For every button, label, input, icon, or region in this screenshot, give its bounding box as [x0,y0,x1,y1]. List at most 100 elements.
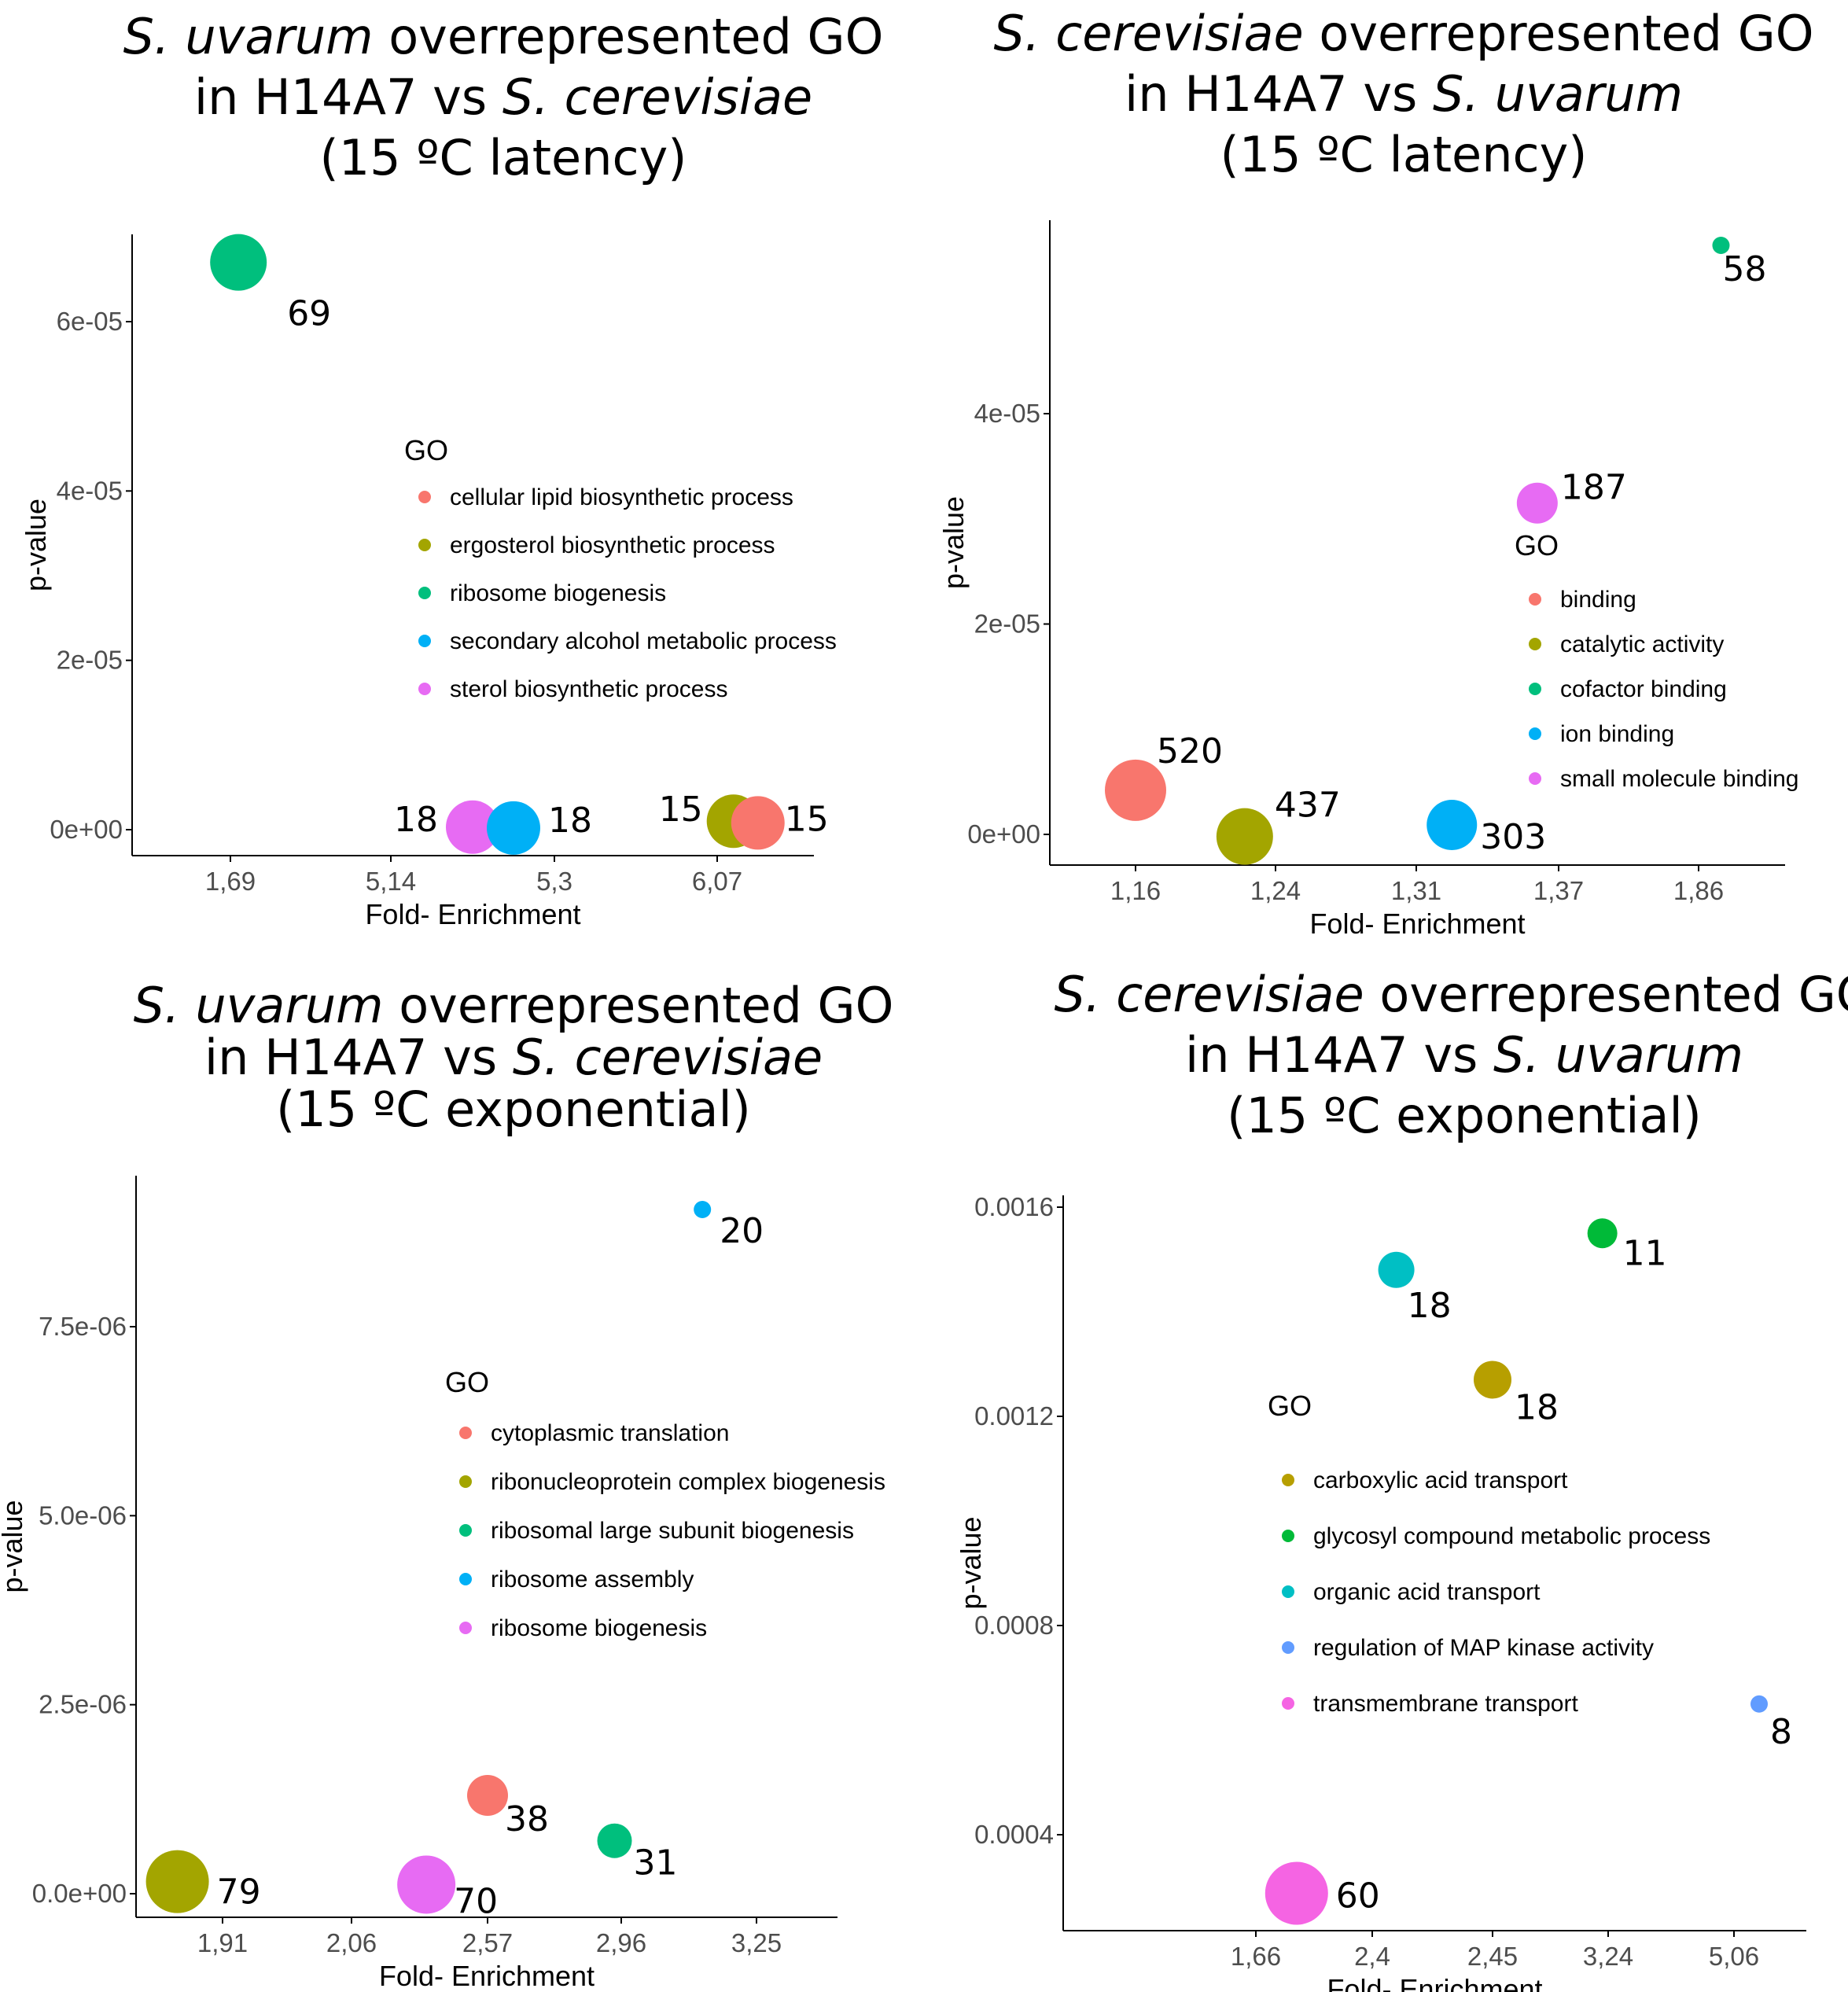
legend-key [418,635,431,647]
bubble-count-label: 70 [454,1881,498,1921]
bubble-count-label: 18 [1408,1286,1452,1326]
legend-key [459,1573,472,1585]
x-tick-label: 1,37 [1533,876,1584,905]
legend-key [1282,1474,1294,1486]
bubble [1378,1251,1415,1288]
legend-label: cellular lipid biosynthetic process [450,484,793,510]
x-tick-label: 1,66 [1231,1942,1281,1971]
title-segment: (15 ºC latency) [320,129,687,186]
bubble-count-label: 15 [659,790,703,830]
panel-2-title-line-1: S. cerevisiae overrepresented GO [993,5,1813,62]
legend-key [1529,638,1541,650]
bubble [694,1200,712,1218]
x-tick-label: 1,31 [1391,876,1441,905]
panel-3-title-line-1: S. uvarum overrepresented GO [134,977,894,1034]
panel-3-title-line-3: (15 ºC exponential) [276,1081,751,1138]
bubble-count-label: 8 [1770,1712,1792,1752]
legend-label: cofactor binding [1560,676,1727,702]
title-segment: S. cerevisiae [1054,966,1364,1023]
x-tick-label: 2,96 [596,1928,646,1957]
legend-key [418,491,431,503]
x-tick-label: 5,06 [1709,1942,1759,1971]
bubble-count-label: 60 [1336,1876,1380,1916]
x-tick-label: 1,69 [205,867,256,896]
bubble-count-label: 303 [1480,817,1546,857]
title-segment: overrepresented GO [374,8,884,65]
bubble [1474,1361,1511,1399]
x-tick-label: 3,24 [1583,1942,1633,1971]
title-segment: overrepresented GO [384,977,894,1034]
panel-1-title-line-2: in H14A7 vs S. cerevisiae [194,68,812,126]
bubble [597,1823,632,1858]
title-segment: S. uvarum [123,8,374,65]
bubble-count-label: 20 [720,1211,764,1251]
y-axis-title: p-value [0,1500,28,1592]
bubble-count-label: 38 [505,1799,549,1839]
bubble [210,234,267,291]
x-tick-label: 1,24 [1250,876,1301,905]
y-tick-label: 0.0008 [974,1611,1054,1640]
bubble-count-label: 187 [1561,468,1627,508]
legend-key [459,1524,472,1537]
legend-key [1282,1641,1294,1654]
x-tick-label: 3,25 [731,1928,782,1957]
bubble [1216,808,1273,865]
legend-label: sterol biosynthetic process [450,676,728,702]
y-tick-label: 2e-05 [57,646,123,675]
y-tick-label: 0.0004 [974,1820,1054,1849]
title-segment: S. uvarum [134,977,384,1034]
x-tick-label: 2,45 [1467,1942,1518,1971]
legend-label: ribosome biogenesis [491,1615,707,1641]
y-tick-label: 0.0e+00 [32,1879,127,1908]
y-tick-label: 7.5e-06 [39,1312,127,1341]
y-tick-label: 2e-05 [974,609,1040,639]
legend-label: small molecule binding [1560,766,1799,792]
x-tick-label: 2,4 [1354,1942,1390,1971]
legend-key [1529,727,1541,740]
legend-label: carboxylic acid transport [1313,1467,1568,1493]
y-tick-label: 0.0016 [974,1192,1054,1221]
panel-4-title-line-1: S. cerevisiae overrepresented GO [1054,966,1848,1023]
legend-key [1282,1697,1294,1710]
y-tick-label: 2.5e-06 [39,1690,127,1719]
x-tick-label: 2,06 [326,1928,377,1957]
bubble [1750,1695,1768,1713]
bubble-count-label: 69 [287,294,331,334]
legend-key [418,539,431,551]
bubble-count-label: 31 [634,1843,678,1883]
bubble-count-label: 520 [1157,731,1223,771]
legend-label: ion binding [1560,721,1674,747]
legend-label: ribosome biogenesis [450,580,666,606]
bubble [1712,237,1730,254]
bubble-count-label: 15 [785,799,829,839]
bubble [731,796,785,850]
bubble-count-label: 18 [1515,1387,1559,1427]
legend-label: secondary alcohol metabolic process [450,628,837,654]
y-tick-label: 5.0e-06 [39,1500,127,1530]
legend-label: ergosterol biosynthetic process [450,532,775,558]
legend-label: cytoplasmic translation [491,1420,729,1446]
legend-key [418,587,431,599]
y-tick-label: 4e-05 [57,476,123,505]
legend-key [1529,683,1541,695]
title-segment: S. uvarum [1433,65,1683,123]
bubble [467,1775,508,1817]
x-tick-label: 5,14 [366,867,416,896]
legend-label: catalytic activity [1560,631,1724,657]
bubble [1587,1218,1618,1249]
legend-label: glycosyl compound metabolic process [1313,1523,1710,1549]
bubble-count-label: 79 [217,1872,261,1913]
title-segment: S. uvarum [1493,1026,1743,1084]
x-tick-label: 6,07 [692,867,742,896]
bubble-count-label: 437 [1275,786,1341,826]
y-tick-label: 4e-05 [974,399,1040,428]
title-segment: (15 ºC exponential) [1227,1087,1702,1144]
x-axis-title: Fold- Enrichment [379,1960,595,1992]
bubble [487,801,540,855]
title-segment: S. cerevisiae [993,5,1303,62]
bubble-count-label: 18 [394,800,438,840]
